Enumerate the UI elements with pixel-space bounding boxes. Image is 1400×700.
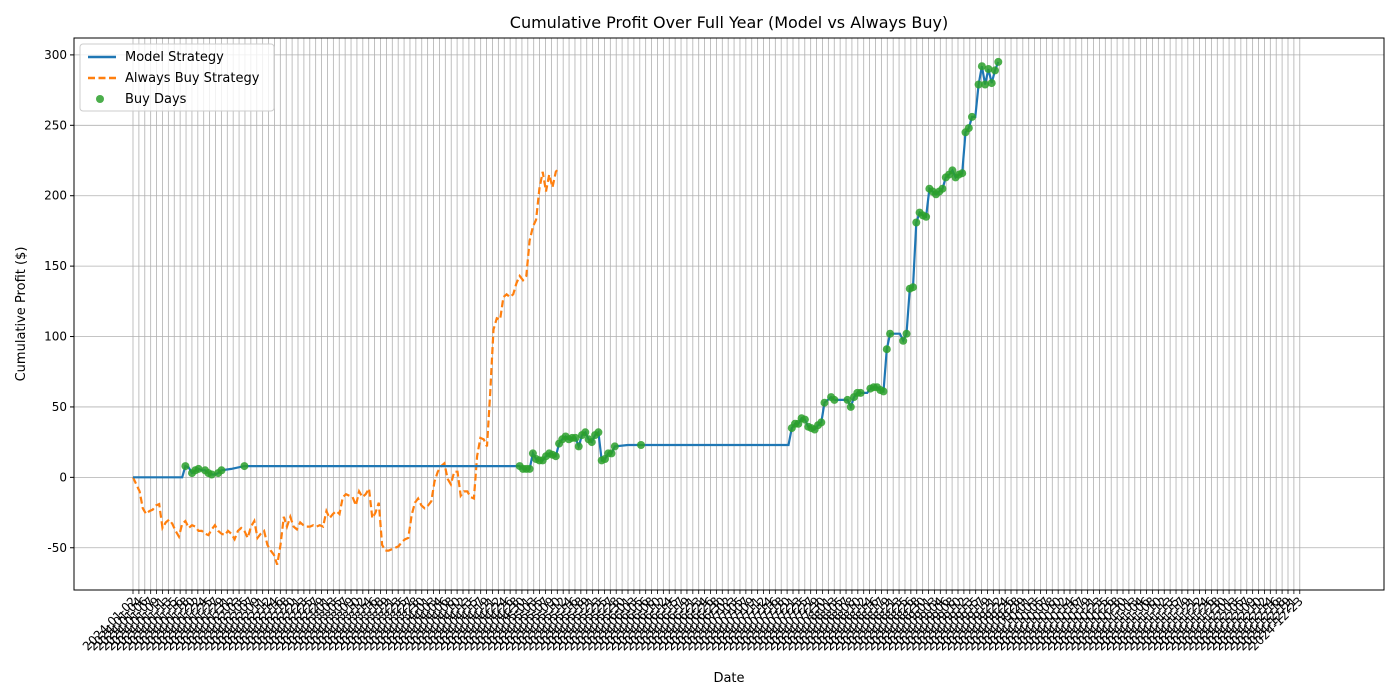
buy-day-point xyxy=(958,169,967,178)
y-tick-label: 150 xyxy=(44,259,67,273)
y-axis-ticks: -50 0 50 100 150 200 250 300 xyxy=(44,48,74,555)
buy-day-point xyxy=(974,80,983,89)
y-tick-label: 50 xyxy=(52,400,67,414)
buy-day-point xyxy=(968,112,976,121)
buy-day-point xyxy=(525,464,534,473)
buy-day-point xyxy=(820,398,829,407)
buy-day-point xyxy=(571,433,580,442)
buy-day-point xyxy=(948,166,957,175)
buy-day-point xyxy=(817,418,826,427)
legend-label-model: Model Strategy xyxy=(125,50,224,65)
axes-frame xyxy=(73,37,1385,591)
buy-day-point xyxy=(879,387,888,396)
buy-day-point xyxy=(984,65,993,73)
y-tick-label: 100 xyxy=(44,330,67,344)
y-tick-label: -50 xyxy=(47,541,67,555)
y-tick-label: 200 xyxy=(44,189,67,203)
buy-day-point xyxy=(194,464,203,473)
buy-day-point xyxy=(607,449,616,458)
buy-day-point xyxy=(909,283,917,292)
buy-day-point xyxy=(637,441,645,449)
buy-day-point xyxy=(181,462,190,471)
chart-title: Cumulative Profit Over Full Year (Model … xyxy=(510,13,948,32)
buy-day-point xyxy=(912,218,921,227)
buy-day-point xyxy=(800,415,809,424)
x-gridlines xyxy=(132,38,1301,590)
x-axis-ticks: 2024-01-022024-01-042024-01-062024-01-07… xyxy=(80,590,1306,653)
buy-day-point xyxy=(977,62,986,71)
buy-day-point xyxy=(994,57,1003,66)
y-tick-label: 300 xyxy=(44,48,67,62)
y-tick-label: 0 xyxy=(59,470,67,484)
buy-day-point xyxy=(899,336,908,345)
buy-day-point xyxy=(856,388,865,397)
buy-day-point xyxy=(217,466,226,475)
buy-day-point xyxy=(830,395,839,404)
buy-day-point xyxy=(846,402,855,411)
buy-day-point xyxy=(594,428,603,437)
buy-day-point xyxy=(981,80,990,89)
legend: Model Strategy Always Buy Strategy Buy D… xyxy=(79,43,275,112)
buy-day-point xyxy=(987,79,996,88)
buy-day-point xyxy=(902,329,911,338)
buy-day-point xyxy=(610,442,619,451)
buy-day-point xyxy=(587,438,596,447)
buy-day-point xyxy=(882,345,891,354)
legend-box xyxy=(79,43,275,112)
y-axis-label: Cumulative Profit ($) xyxy=(14,247,29,382)
buy-day-point xyxy=(991,66,999,75)
series-always-buy-line xyxy=(132,166,560,566)
buy-day-point xyxy=(922,212,931,221)
legend-swatch-buy-days xyxy=(96,95,104,103)
buy-day-point xyxy=(843,395,852,404)
buy-day-point xyxy=(551,452,560,461)
buy-day-point xyxy=(938,184,947,193)
buy-day-point xyxy=(964,124,973,133)
buy-day-point xyxy=(240,462,249,471)
buy-day-point xyxy=(207,470,216,479)
x-axis-label: Date xyxy=(713,671,744,686)
buy-day-point xyxy=(581,428,590,437)
legend-label-buy-days: Buy Days xyxy=(125,92,187,107)
plot-area xyxy=(132,57,1003,566)
legend-label-always-buy: Always Buy Strategy xyxy=(125,71,260,86)
y-tick-label: 250 xyxy=(44,118,67,132)
buy-day-point xyxy=(886,329,895,338)
y-gridlines xyxy=(74,54,1384,549)
buy-day-point xyxy=(574,442,583,451)
